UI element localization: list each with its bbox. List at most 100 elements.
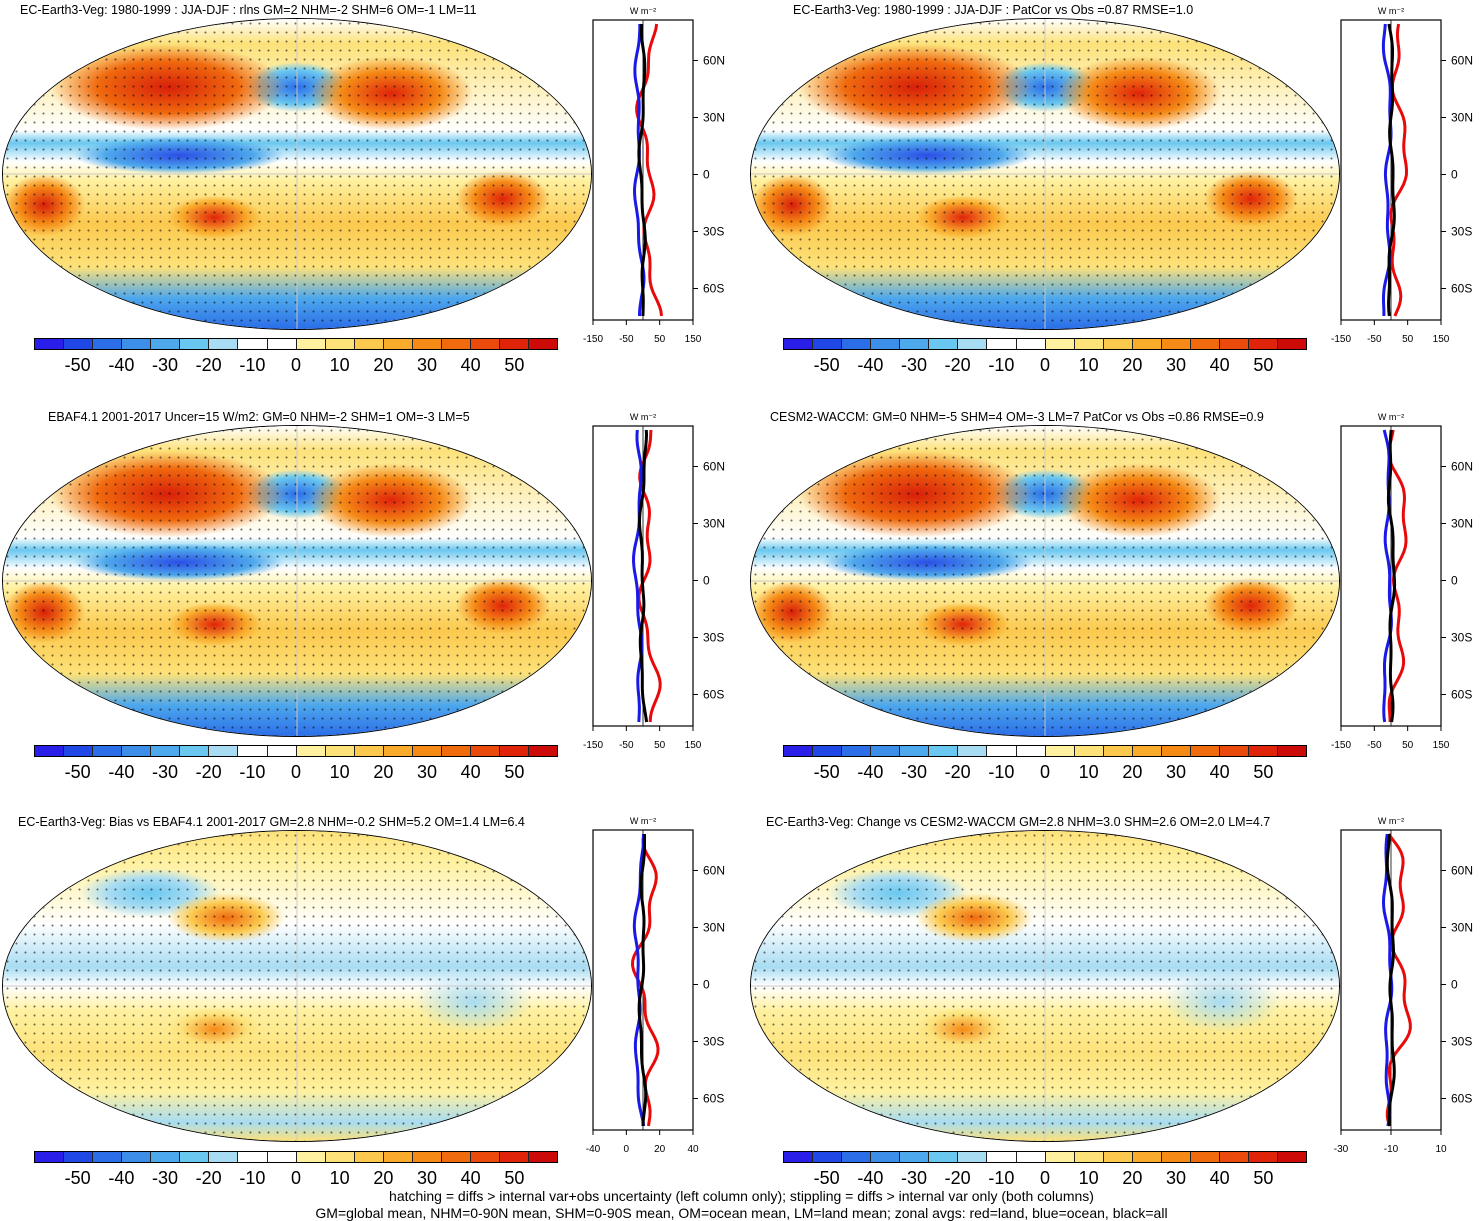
colorbar-label: 0 xyxy=(290,355,302,375)
colorbar-label: 30 xyxy=(416,762,438,782)
colorbar-swatch xyxy=(1278,1152,1307,1162)
colorbar-swatch xyxy=(64,339,94,349)
colorbar-swatch xyxy=(813,1152,843,1162)
x-tick-label: 50 xyxy=(1402,740,1414,751)
colorbar-label: -50 xyxy=(64,762,91,782)
lat-label: 0 xyxy=(703,168,710,182)
colorbar-swatch xyxy=(354,746,384,756)
x-tick-label: -10 xyxy=(1384,1144,1399,1155)
all-curve xyxy=(1385,833,1396,1126)
colorbar-swatch xyxy=(784,746,814,756)
colorbar-label: -30 xyxy=(151,355,179,375)
x-tick-label: 150 xyxy=(1433,334,1450,345)
zonal-mean-svg: W m⁻² 60N 30N 0 30S 60S -150 -50 50 150 xyxy=(583,6,725,345)
colorbar-label: -20 xyxy=(944,1168,971,1188)
all-curve xyxy=(1386,429,1397,723)
colorbar-label: -10 xyxy=(988,762,1015,782)
lat-label: 30N xyxy=(1451,921,1473,935)
colorbar-label: 40 xyxy=(460,1168,481,1188)
x-tick-label: 150 xyxy=(1433,740,1450,751)
colorbar-swatch xyxy=(1074,1152,1104,1162)
panel-5-title: EC-Earth3-Veg: Bias vs EBAF4.1 2001-2017… xyxy=(18,815,525,829)
colorbar-swatch xyxy=(1074,339,1104,349)
colorbar-swatch xyxy=(151,746,181,756)
colorbar-swatch xyxy=(529,1152,558,1162)
colorbar-swatch xyxy=(1219,339,1249,349)
colorbar-swatch xyxy=(325,339,355,349)
colorbar-swatch xyxy=(987,339,1017,349)
panel-2-zonal-plot: W m⁻² 60N 30N 0 30S 60S -150 -50 50 150 xyxy=(1318,2,1478,362)
ocean-curve xyxy=(1382,429,1393,723)
colorbar-label: -10 xyxy=(988,355,1015,375)
colorbar-swatch xyxy=(1278,746,1307,756)
colorbar-swatch xyxy=(122,746,152,756)
colorbar-swatch xyxy=(441,1152,471,1162)
colorbar-label: -10 xyxy=(988,1168,1015,1188)
lat-label: 30S xyxy=(703,631,724,645)
lat-label: 0 xyxy=(1451,168,1458,182)
colorbar-label: -40 xyxy=(857,355,884,375)
x-tick-label: -150 xyxy=(583,740,603,751)
colorbar-swatch xyxy=(35,1152,65,1162)
panel-1-colorbar xyxy=(34,338,558,350)
colorbar-label: 30 xyxy=(1165,1168,1187,1188)
colorbar-swatch xyxy=(1219,746,1249,756)
all-curve xyxy=(637,834,648,1127)
colorbar-label: -40 xyxy=(108,1168,135,1188)
lat-label: 30S xyxy=(703,1035,724,1049)
colorbar-swatch xyxy=(441,746,471,756)
colorbar-swatch xyxy=(1103,1152,1133,1162)
colorbar-swatch xyxy=(267,746,297,756)
lat-label: 30S xyxy=(1451,1035,1472,1049)
colorbar-swatch xyxy=(1132,746,1162,756)
colorbar-label: 20 xyxy=(1122,1168,1143,1188)
lat-label: 60S xyxy=(1451,1092,1472,1106)
lat-label: 30N xyxy=(703,517,725,531)
colorbar-label: 10 xyxy=(1078,762,1099,782)
x-tick-label: 0 xyxy=(624,1144,630,1155)
colorbar-swatch xyxy=(354,339,384,349)
graticule xyxy=(3,426,591,736)
colorbar-label: 30 xyxy=(416,1168,438,1188)
colorbar-swatch xyxy=(93,746,123,756)
colorbar-swatch xyxy=(267,1152,297,1162)
colorbar-swatch xyxy=(267,339,297,349)
panel-6-map xyxy=(750,830,1340,1142)
colorbar-swatch xyxy=(900,746,930,756)
colorbar-label: 10 xyxy=(1078,355,1099,375)
lat-label: 30N xyxy=(1451,517,1473,531)
colorbar-swatch xyxy=(209,746,239,756)
colorbar-label: 0 xyxy=(290,762,302,782)
panel-5-colorbar-labels: -50 -40 -30 -20 -10 0 10 20 30 40 50 xyxy=(34,1168,558,1190)
x-tick-label: 50 xyxy=(654,334,666,345)
colorbar-label: -10 xyxy=(239,1168,266,1188)
colorbar-swatch xyxy=(1249,339,1279,349)
colorbar-swatch xyxy=(1190,1152,1220,1162)
panel-1-title: EC-Earth3-Veg: 1980-1999 : JJA-DJF : rln… xyxy=(20,3,477,17)
land-curve xyxy=(635,23,663,317)
colorbar-swatch xyxy=(238,1152,268,1162)
colorbar-label: 0 xyxy=(1039,355,1051,375)
colorbar-swatch xyxy=(871,1152,901,1162)
colorbar-label: 50 xyxy=(504,762,525,782)
colorbar-label: 10 xyxy=(329,762,350,782)
colorbar-swatch xyxy=(842,1152,872,1162)
colorbar-swatch xyxy=(500,339,530,349)
colorbar-label: 40 xyxy=(1209,762,1230,782)
colorbar-label: 30 xyxy=(1165,355,1187,375)
colorbar-label: -20 xyxy=(944,762,971,782)
colorbar-label: -20 xyxy=(944,355,971,375)
colorbar-label: 50 xyxy=(504,1168,525,1188)
panel-5-zonal-plot: W m⁻² 60N 30N 0 30S 60S -40 0 20 40 xyxy=(570,812,730,1172)
panel-4-colorbar xyxy=(783,745,1307,757)
colorbar-swatch xyxy=(929,746,959,756)
lat-label: 0 xyxy=(1451,574,1458,588)
panel-3-colorbar-labels: -50 -40 -30 -20 -10 0 10 20 30 40 50 xyxy=(34,762,558,784)
colorbar-swatch xyxy=(383,339,413,349)
panel-4-colorbar-labels: -50 -40 -30 -20 -10 0 10 20 30 40 50 xyxy=(783,762,1307,784)
colorbar-swatch xyxy=(987,746,1017,756)
colorbar-label: 20 xyxy=(1122,355,1143,375)
lat-label: 60N xyxy=(703,54,725,68)
panel-1-zonal-plot: W m⁻² 60N 30N 0 30S 60S -150 -50 50 150 xyxy=(570,2,730,362)
colorbar-label: 50 xyxy=(1253,1168,1274,1188)
